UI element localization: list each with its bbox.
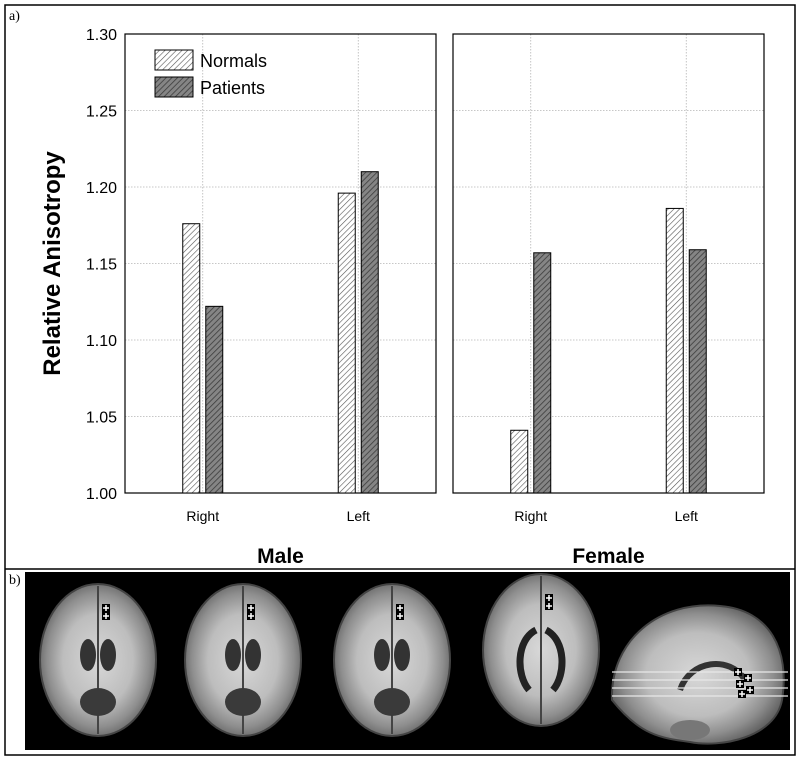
plot-frame-1	[124, 33, 437, 494]
ventricle-right	[100, 639, 116, 671]
panel-title-male: Male	[257, 545, 304, 568]
ventricle-left	[516, 626, 538, 693]
y-tick-label: 1.30	[86, 27, 117, 44]
roi-cross	[397, 605, 403, 611]
roi-cross	[397, 613, 403, 619]
ventricle-left	[80, 639, 96, 671]
figure-frame	[4, 4, 796, 756]
legend-swatch-normals	[154, 49, 194, 71]
bar-patients-left	[360, 171, 379, 494]
y-tick-label: 1.05	[86, 410, 117, 427]
ventricle-left	[225, 639, 241, 671]
sagittal-outline	[610, 604, 785, 745]
bar-patients-right	[205, 305, 224, 494]
roi-cross	[747, 687, 753, 693]
ventricle-right	[245, 639, 261, 671]
roi-cross	[735, 669, 741, 675]
legend-label-patients: Patients	[200, 78, 265, 98]
brain-slice-3	[333, 583, 451, 737]
roi-cross	[248, 613, 254, 619]
brain-sagittal	[610, 604, 788, 745]
bar-patients-right	[533, 252, 552, 494]
roi-cross	[103, 613, 109, 619]
cerebellum	[670, 720, 710, 740]
legend-swatch-patients	[154, 76, 194, 98]
bar-normals-right	[182, 223, 201, 494]
x-tick-label: Right	[514, 508, 547, 524]
posterior-fossa	[225, 688, 261, 716]
brain-slice-1	[39, 583, 157, 737]
posterior-fossa	[80, 688, 116, 716]
x-tick-label: Left	[347, 508, 370, 524]
posterior-fossa	[374, 688, 410, 716]
x-tick-label: Right	[186, 508, 219, 524]
brain-slice-4	[482, 573, 600, 727]
roi-cross	[103, 605, 109, 611]
roi-cross	[546, 603, 552, 609]
roi-cross	[745, 675, 751, 681]
y-tick-label: 1.20	[86, 180, 117, 197]
ventricle-right	[544, 626, 566, 693]
x-tick-label: Left	[675, 508, 698, 524]
bar-chart: Right Left Male Right Left Female 1.00 1.05 1.10…	[39, 27, 765, 568]
y-tick-label: 1.25	[86, 104, 117, 121]
roi-cross	[546, 595, 552, 601]
roi-cross	[248, 605, 254, 611]
roi-cross	[737, 681, 743, 687]
ventricle-right	[394, 639, 410, 671]
legend-label-normals: Normals	[200, 51, 267, 71]
panel-label-a: a)	[9, 9, 20, 24]
roi-cross	[739, 691, 745, 697]
plot-frame-2	[452, 33, 765, 494]
panel-label-b: b)	[9, 573, 21, 588]
ventricle-left	[374, 639, 390, 671]
bar-normals-right	[510, 429, 529, 494]
y-axis-label: Relative Anisotropy	[39, 151, 66, 376]
bar-normals-left	[665, 207, 684, 494]
y-tick-label: 1.10	[86, 333, 117, 350]
y-tick-label: 1.15	[86, 257, 117, 274]
y-tick-label: 1.00	[86, 486, 117, 503]
panel-title-female: Female	[572, 545, 644, 568]
brain-images-panel	[25, 572, 790, 750]
brain-slice-2	[184, 583, 302, 737]
bar-patients-left	[688, 249, 707, 494]
bar-normals-left	[337, 192, 356, 494]
